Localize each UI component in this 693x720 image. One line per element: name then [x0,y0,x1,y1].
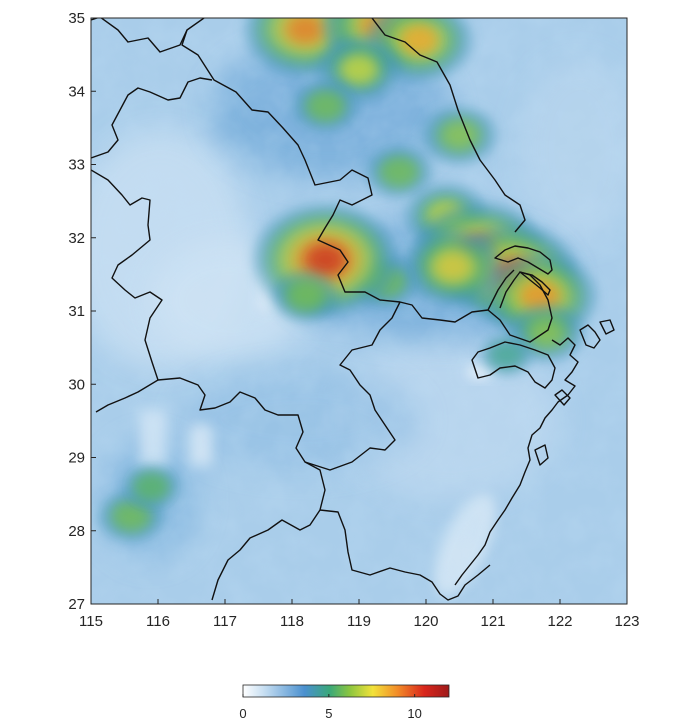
y-tick-label: 32 [68,230,85,247]
x-tick-label: 123 [614,613,639,630]
x-axis: 115 116 117 118 119 120 121 122 123 [79,599,640,630]
coastline [554,389,571,406]
x-tick-label: 119 [347,613,371,630]
y-tick-label: 34 [68,83,85,100]
hotspot [288,283,323,310]
colorbar-ticks: 0 5 10 [239,694,422,720]
hotspot [134,473,169,500]
y-tick-label: 28 [68,523,85,540]
boundary-lines [91,18,615,601]
x-tick-label: 120 [413,613,438,630]
coastline [494,245,553,275]
hotspot [308,92,343,120]
province-boundary [319,509,491,601]
x-tick-label: 115 [79,613,103,630]
y-tick-label: 29 [68,450,85,467]
colorbar: 0 5 10 [239,684,450,720]
province-boundary [471,341,556,389]
hotspot [489,341,524,369]
hotspot [114,502,149,530]
colorbar-gradient [242,684,450,698]
y-tick-label: 35 [68,10,85,27]
province-boundary [304,301,401,471]
colorbar-tick-label: 5 [325,706,332,720]
hotspot [308,246,343,273]
y-tick-label: 33 [68,157,85,174]
x-tick-label: 122 [547,613,572,630]
heatmap-field [91,18,627,604]
coastline [454,337,579,586]
coastline [519,271,551,296]
province-boundary [181,29,515,323]
coastline [534,444,549,466]
x-tick-label: 121 [480,613,505,630]
hotspot [402,26,437,54]
province-boundary [91,169,163,413]
x-tick-label: 117 [213,613,237,630]
y-tick-label: 30 [68,376,85,393]
hotspot [442,122,477,149]
hotspot [382,158,417,186]
hotspot [435,253,470,281]
y-tick-label: 31 [68,303,85,320]
coastline [599,319,615,335]
hotspot [288,18,323,43]
hotspot [341,56,377,83]
x-tick-label: 118 [280,613,304,630]
colorbar-tick-label: 10 [407,706,421,720]
province-boundary [371,18,526,233]
province-boundary [91,77,213,159]
province-boundary [487,271,553,343]
province-boundary [157,377,326,601]
y-axis: 35 34 33 32 31 30 29 28 27 [68,10,96,613]
y-tick-label: 27 [68,596,85,613]
x-tick-label: 116 [146,613,170,630]
hotspot [529,319,564,347]
coastline [579,324,601,349]
colorbar-tick-label: 0 [239,706,246,720]
